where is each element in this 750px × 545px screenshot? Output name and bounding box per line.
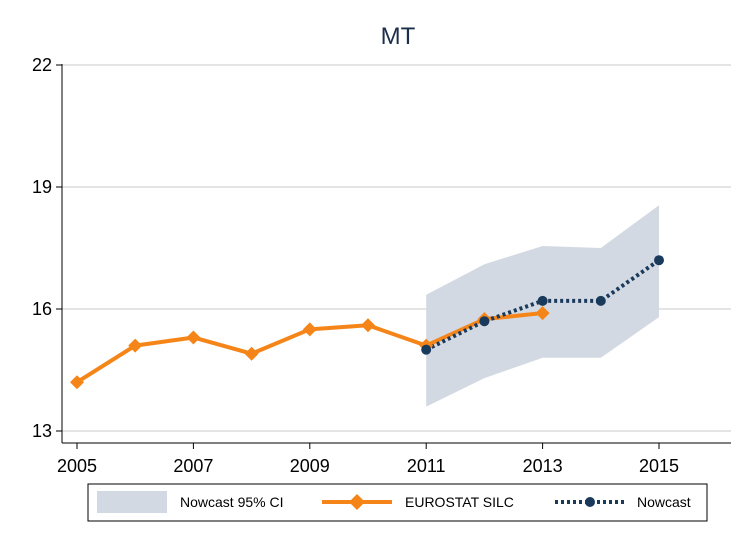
- x-tick-label: 2015: [639, 456, 679, 476]
- y-tick-label: 16: [32, 299, 52, 319]
- nowcast-point: [654, 255, 664, 266]
- nowcast-point: [421, 344, 432, 355]
- x-tick-label: 2009: [290, 456, 330, 476]
- x-tick-label: 2005: [57, 456, 97, 476]
- nowcast-point: [537, 295, 548, 306]
- silc-point: [535, 306, 550, 321]
- silc-point: [70, 375, 84, 390]
- legend-swatch-nowcast-marker: [585, 497, 595, 507]
- y-tick-label: 19: [32, 177, 52, 197]
- silc-point: [361, 318, 375, 333]
- y-tick-label: 22: [32, 55, 52, 75]
- x-tick-label: 2007: [173, 456, 213, 476]
- axes: 13 16 19 22 2005 2007 2009 2011 2013 2015: [32, 55, 731, 476]
- legend: Nowcast 95% CI EUROSTAT SILC Nowcast: [87, 483, 708, 522]
- y-tick-label: 13: [32, 421, 52, 441]
- legend-label-nowcast: Nowcast: [637, 494, 691, 510]
- chart-title: MT: [381, 23, 416, 50]
- legend-swatch-ci: [97, 491, 167, 513]
- silc-point: [302, 322, 317, 337]
- silc-point: [244, 346, 259, 361]
- legend-label-silc: EUROSTAT SILC: [405, 494, 514, 510]
- ci-band-layer: [426, 205, 659, 407]
- legend-label-ci: Nowcast 95% CI: [180, 494, 283, 510]
- series-markers: [70, 255, 664, 390]
- silc-point: [128, 338, 143, 353]
- legend-swatch-silc-marker: [349, 494, 365, 510]
- x-tick-label: 2013: [523, 456, 563, 476]
- ci-band: [426, 205, 659, 407]
- nowcast-point: [595, 295, 606, 306]
- silc-point: [186, 330, 201, 345]
- x-tick-label: 2011: [407, 456, 446, 476]
- nowcast-point: [479, 316, 490, 327]
